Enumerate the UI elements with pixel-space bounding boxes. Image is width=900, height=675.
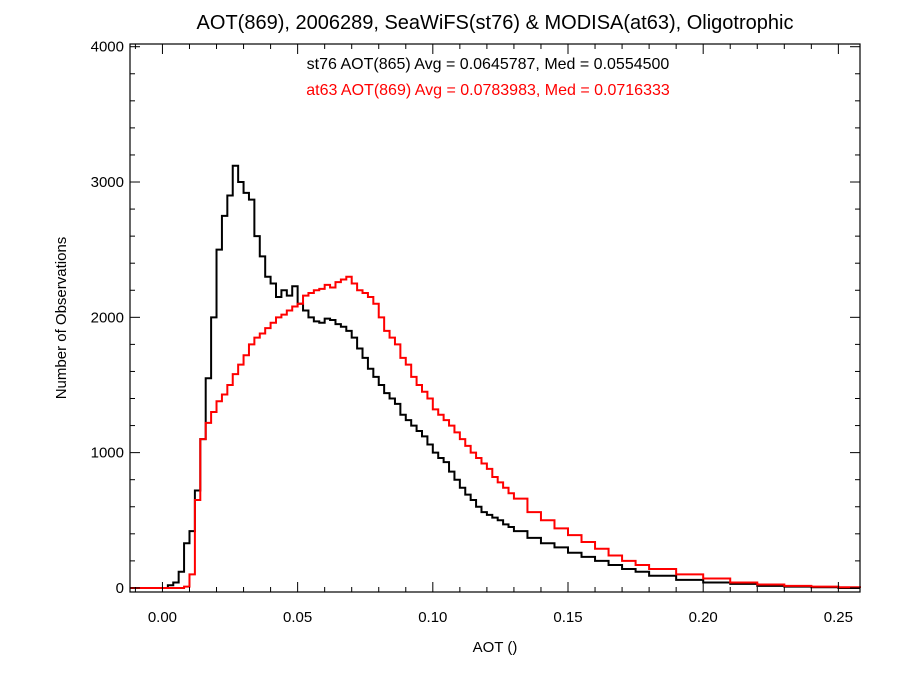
y-tick-label: 4000 [91, 39, 124, 56]
x-tick-label: 0.20 [689, 609, 718, 626]
y-tick-label: 3000 [91, 174, 124, 191]
x-tick-label: 0.25 [824, 609, 853, 626]
series-line-0 [130, 164, 860, 589]
y-tick-label: 0 [116, 580, 124, 597]
x-tick-label: 0.15 [553, 609, 582, 626]
plot-area [130, 164, 861, 589]
y-tick-label: 2000 [91, 309, 124, 326]
y-axis-label: Number of Observations [53, 237, 70, 400]
y-axis: 0 1000 2000 3000 4000 [91, 39, 860, 597]
x-tick-label: 0.05 [283, 609, 312, 626]
y-tick-label: 1000 [91, 445, 124, 462]
x-tick-label: 0.10 [418, 609, 447, 626]
annotation-at63: at63 AOT(869) Avg = 0.0783983, Med = 0.0… [306, 82, 670, 99]
annotation-st76: st76 AOT(865) Avg = 0.0645787, Med = 0.0… [307, 56, 670, 73]
x-tick-label: 0.00 [148, 609, 177, 626]
series-line-1 [130, 275, 861, 589]
chart-title: AOT(869), 2006289, SeaWiFS(st76) & MODIS… [197, 12, 794, 34]
x-axis-label: AOT () [473, 639, 518, 656]
plot-frame [129, 43, 861, 593]
x-axis: 0.00 0.05 0.10 0.15 0.20 0.25 [134, 44, 853, 626]
